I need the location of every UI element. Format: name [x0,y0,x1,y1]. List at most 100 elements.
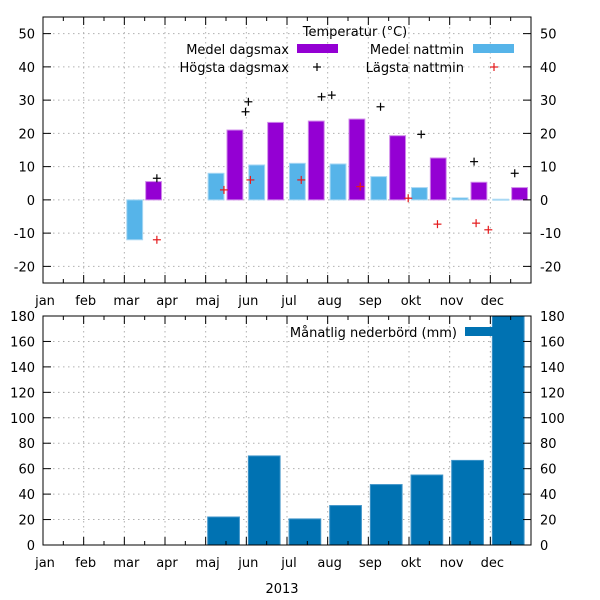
x-tick-label: aug [317,556,341,571]
y-tick-label-right: 140 [540,361,565,376]
bar-medel-nattmin [288,162,306,201]
x-tick-label: apr [156,294,178,309]
bar-precipitation [247,455,281,546]
point-hogsta-dagsmax [376,102,385,111]
x-tick-label: feb [75,294,96,309]
legend-label-hogsta-dagsmax: Högsta dagsmax [179,61,289,76]
point-hogsta-dagsmax [152,174,161,183]
x-tick-label: mar [113,556,140,571]
y-tick-label-right: 20 [540,514,557,529]
x-tick-label: mar [113,294,140,309]
x-tick-label: maj [196,294,220,309]
bar-precipitation [329,505,362,546]
y-tick-label-left: -10 [14,227,35,242]
precipitation-axes: 0 0 20 20 40 40 60 60 80 80 100 100 120 120 140 140 160 1… [10,310,565,571]
point-lagsta-nattmin [472,219,481,228]
y-tick-label-left: 20 [18,514,35,529]
x-tick-label: sep [359,556,382,571]
x-tick-label: jun [237,294,258,309]
point-hogsta-dagsmax [327,91,336,100]
precipitation-grid [42,316,531,545]
y-tick-label-left: -20 [14,260,35,275]
point-hogsta-dagsmax [510,169,519,178]
bar-medel-dagsmax [226,129,244,201]
y-tick-label-right: 100 [540,412,565,427]
point-lagsta-nattmin [246,175,255,184]
y-tick-label-right: 30 [540,94,557,109]
bar-medel-nattmin [492,198,510,201]
bar-medel-nattmin [126,199,144,241]
y-tick-label-right: 160 [540,335,565,350]
precipitation-legend: Månatlig nederbörd (mm) [290,326,506,341]
y-tick-label-right: -20 [540,260,561,275]
y-tick-label-right: 180 [540,310,565,325]
point-lagsta-nattmin [219,185,228,194]
y-tick-label-right: 20 [540,127,557,142]
x-tick-label: dec [481,294,504,309]
x-tick-label: jan [34,294,55,309]
x-axis-label-year: 2013 [265,582,298,597]
y-tick-label-left: 160 [10,335,35,350]
y-tick-label-right: 0 [540,539,548,554]
x-tick-label: nov [440,556,464,571]
plot-border [42,16,532,284]
y-tick-label-right: 40 [540,488,557,503]
y-tick-label-left: 20 [18,127,35,142]
temperature-bars [126,118,529,241]
y-tick-label-left: 180 [10,310,35,325]
x-tick-label: nov [440,294,464,309]
temperature-points [152,91,519,244]
y-tick-label-left: 100 [10,412,35,427]
y-tick-label-left: 40 [18,61,35,76]
y-tick-label-left: 80 [18,437,35,452]
bar-medel-dagsmax [470,181,488,201]
y-tick-label-left: 50 [18,28,35,43]
legend-swatch-medel-nattmin [473,44,514,53]
x-tick-label: okt [401,556,422,571]
bar-precipitation [288,518,322,546]
point-lagsta-nattmin [356,182,365,191]
y-tick-label-left: 40 [18,488,35,503]
point-lagsta-nattmin [297,175,306,184]
y-tick-label-right: 0 [540,194,548,209]
temperature-grid [42,17,531,283]
bar-medel-dagsmax [267,121,285,201]
x-tick-label: aug [317,294,341,309]
x-tick-label: dec [481,556,504,571]
bar-medel-nattmin [248,164,266,201]
point-hogsta-dagsmax [470,157,479,166]
legend-label-medel-dagsmax: Medel dagsmax [186,43,289,58]
temperature-legend: Temperatur (°C) Medel dagsmax Högsta dag… [179,25,514,76]
y-tick-label-left: 140 [10,361,35,376]
bar-medel-dagsmax [145,181,163,201]
x-tick-label: jan [34,556,55,571]
y-tick-label-left: 30 [18,94,35,109]
y-tick-label-right: 10 [540,161,557,176]
legend-label-manatlig-nederbord: Månatlig nederbörd (mm) [290,326,457,341]
y-tick-label-right: 120 [540,386,565,401]
bar-medel-nattmin [451,197,469,201]
bar-precipitation [491,315,525,546]
point-hogsta-dagsmax [244,97,253,106]
y-tick-label-right: 60 [540,463,557,478]
y-tick-label-right: 40 [540,61,557,76]
x-tick-label: apr [156,556,178,571]
legend-label-medel-nattmin: Medel nattmin [370,43,464,58]
bar-precipitation [369,484,403,546]
legend-label-lagsta-nattmin: Lägsta nattmin [366,61,464,76]
bar-medel-dagsmax [307,120,325,201]
point-lagsta-nattmin [404,194,413,203]
legend-marker-hogsta-dagsmax [313,63,321,71]
legend-marker-lagsta-nattmin [490,63,498,71]
plot-border [42,315,532,546]
legend-title: Temperatur (°C) [302,25,408,40]
y-tick-label-left: 10 [18,161,35,176]
x-tick-label: sep [359,294,382,309]
y-tick-label-left: 120 [10,386,35,401]
x-tick-label: jul [280,294,296,309]
bar-medel-nattmin [370,176,388,201]
point-lagsta-nattmin [152,235,161,244]
bar-precipitation [410,474,444,546]
y-tick-label-left: 60 [18,463,35,478]
bar-medel-dagsmax [511,187,529,201]
